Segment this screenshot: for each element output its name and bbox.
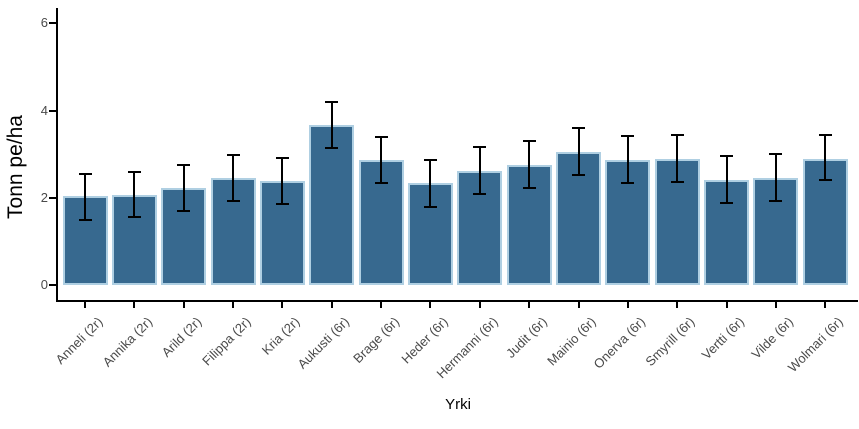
y-tick-label: 6	[40, 15, 48, 31]
error-bar-line	[478, 147, 481, 195]
x-tick-mark	[774, 302, 777, 308]
error-bar-cap-top	[670, 133, 684, 136]
bar	[259, 180, 305, 285]
error-bar-cap-bottom	[127, 216, 141, 219]
x-tick-mark	[281, 302, 284, 308]
bar	[210, 177, 256, 285]
error-bar-cap-bottom	[720, 202, 734, 205]
error-bar-line	[824, 134, 827, 181]
y-tick-mark	[49, 109, 56, 112]
x-tick-mark	[133, 302, 136, 308]
error-bar-cap-top	[572, 127, 585, 130]
x-tick-mark	[182, 302, 185, 308]
error-bar-line	[577, 128, 580, 176]
error-bar-line	[330, 101, 333, 149]
x-tick-mark	[528, 302, 531, 308]
x-tick-label-text: Judit (6r)	[502, 314, 550, 361]
x-tick-label-text: Vilde (6r)	[748, 314, 797, 362]
y-tick-mark	[49, 284, 56, 286]
error-bar-cap-top	[78, 172, 92, 175]
error-bar-cap-top	[522, 140, 536, 143]
error-bar-cap-top	[769, 152, 783, 155]
x-tick-mark	[330, 302, 333, 308]
error-bar-cap-top	[127, 170, 141, 173]
x-tick-label-text: Vertti (6r)	[698, 314, 748, 363]
y-tick-label: 2	[40, 189, 48, 205]
error-bar-cap-top	[818, 133, 832, 136]
error-bar-line	[774, 153, 777, 201]
x-tick-mark	[380, 302, 383, 308]
x-tick-label-text: Arild (2r)	[158, 314, 205, 360]
error-bar-line	[528, 141, 531, 188]
error-bar-line	[281, 157, 284, 204]
x-tick-mark	[232, 302, 235, 308]
x-tick-label-text: Annika (2r)	[99, 314, 155, 370]
error-bar-cap-top	[423, 158, 437, 161]
error-bar-cap-top	[275, 156, 289, 159]
error-bar-line	[380, 136, 383, 184]
error-bar-cap-bottom	[769, 199, 783, 202]
x-tick-mark	[725, 302, 728, 308]
error-bar-cap-top	[720, 155, 734, 158]
x-tick-mark	[626, 302, 629, 308]
x-tick-mark	[824, 302, 827, 308]
x-axis-title: Yrki	[445, 396, 471, 413]
y-tick-mark	[49, 22, 56, 25]
y-tick-mark	[49, 196, 56, 199]
error-bar-cap-bottom	[572, 174, 585, 177]
error-bar-cap-bottom	[78, 218, 92, 221]
x-tick-label-text: Smyrill (6r)	[642, 314, 698, 370]
error-bar-cap-bottom	[670, 181, 684, 184]
y-tick-label: 0	[40, 277, 48, 292]
x-tick-mark	[429, 302, 432, 308]
error-bar-line	[676, 134, 679, 183]
error-bar-cap-bottom	[522, 186, 536, 189]
error-bar-cap-top	[374, 135, 388, 138]
x-tick-label-text: Heder (6r)	[398, 314, 452, 367]
y-tick-label: 4	[40, 102, 48, 118]
x-tick-mark	[478, 302, 481, 308]
error-bar-line	[626, 135, 629, 183]
error-bar-cap-bottom	[473, 193, 487, 196]
x-tick-label-text: Aukusti (6r)	[294, 314, 353, 372]
error-bar-line	[133, 171, 136, 218]
error-bar-line	[84, 173, 86, 220]
error-bar-line	[725, 156, 728, 204]
error-bar-cap-top	[177, 163, 191, 166]
error-bar-line	[182, 164, 185, 211]
error-bar-cap-bottom	[621, 181, 635, 184]
error-bar-cap-top	[226, 153, 240, 156]
x-tick-label-text: Kria (2r)	[259, 314, 303, 358]
plot-panel	[49, 8, 858, 308]
bar	[654, 158, 700, 285]
bar	[605, 159, 651, 285]
x-tick-label-text: Brage (6r)	[349, 314, 402, 366]
error-bar-line	[429, 159, 432, 207]
error-bar-line	[232, 154, 235, 201]
error-bar-cap-bottom	[374, 182, 388, 185]
x-tick-mark	[676, 302, 679, 308]
x-tick-label-text: Anneli (2r)	[52, 314, 106, 368]
x-tick-mark	[84, 302, 86, 308]
x-tick-mark	[577, 302, 580, 308]
error-bar-cap-top	[621, 134, 635, 137]
error-bar-cap-top	[473, 146, 487, 149]
error-bar-cap-bottom	[818, 179, 832, 182]
error-bar-cap-bottom	[423, 205, 437, 208]
error-bar-cap-bottom	[325, 147, 339, 150]
error-bar-cap-top	[325, 100, 339, 103]
error-bar-cap-bottom	[177, 209, 191, 212]
error-bar-cap-bottom	[226, 199, 240, 202]
x-tick-label-text: Onerva (6r)	[590, 314, 649, 372]
x-tick-label-text: Filippa (2r)	[199, 314, 254, 369]
error-bar-cap-bottom	[275, 202, 289, 205]
